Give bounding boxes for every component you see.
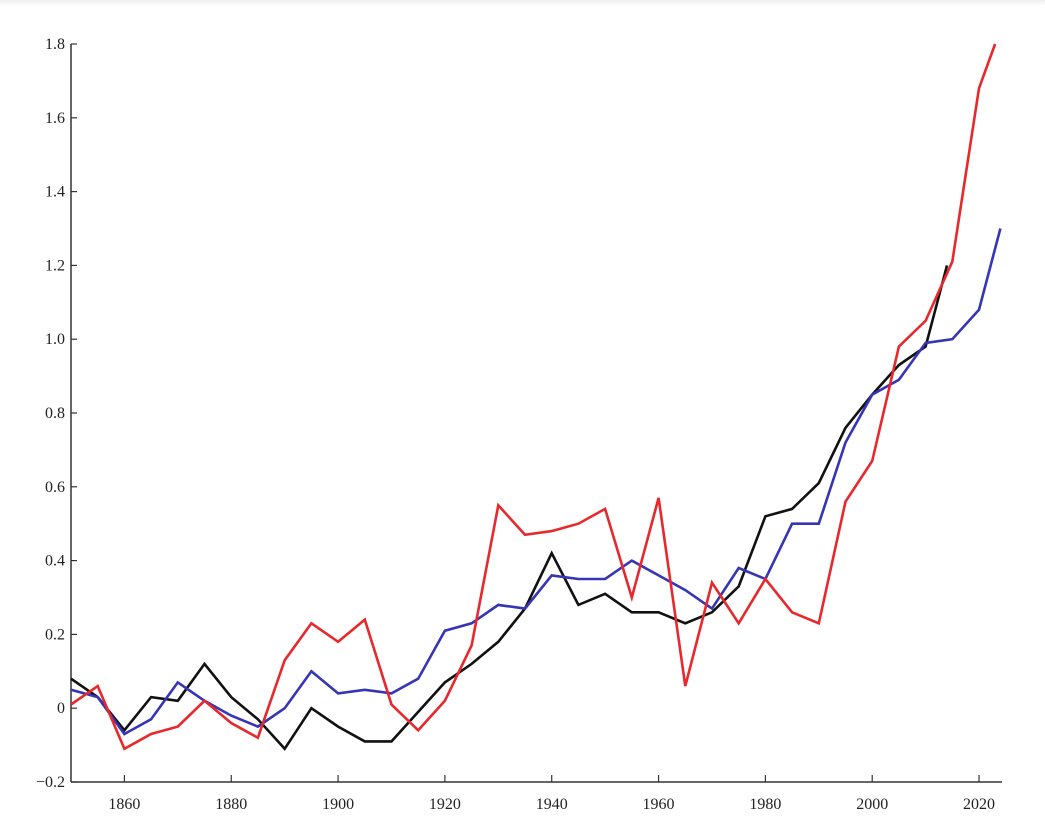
series-line-blue [70,228,1002,736]
x-tick-label: 1980 [749,796,781,813]
y-tick-label: 0.6 [45,479,65,496]
x-tick-label: 1920 [429,796,461,813]
x-tick-label: 2000 [856,796,888,813]
series-lines [70,43,1002,751]
x-tick-label: 1960 [643,796,675,813]
series-line-black [70,265,949,751]
y-tick-label: 0.8 [45,405,65,422]
y-tick-label: 1.6 [45,110,65,127]
top-edge-shadow [0,0,1045,6]
y-tick-label: 0.4 [45,553,65,570]
y-tick-label: 1.8 [45,36,65,53]
x-tick-label: 1860 [108,796,140,813]
series-line-red [70,43,997,751]
y-tick-label: 1.0 [45,331,65,348]
x-tick-label: 1880 [215,796,247,813]
y-tick-label: 0 [57,700,65,717]
x-tick-label: 2020 [963,796,995,813]
y-tick-label: −0.2 [36,774,65,791]
y-tick-label: 1.4 [45,184,65,201]
y-tick-label: 0.2 [45,626,65,643]
x-tick-label: 1900 [322,796,354,813]
y-tick-label: 1.2 [45,257,65,274]
x-tick-label: 1940 [536,796,568,813]
axes: −0.2 0 0.2 0.4 0.6 0.8 1.0 1.2 1.4 1.6 1.8 1860 1880… [36,36,1002,813]
